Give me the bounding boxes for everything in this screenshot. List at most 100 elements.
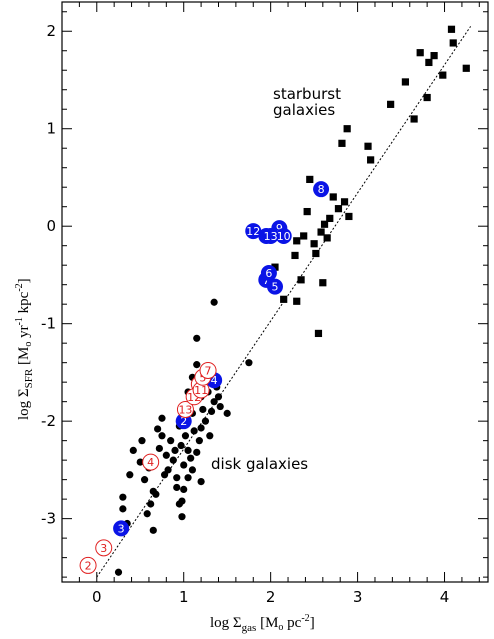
- starburst-galaxy-point: [312, 249, 320, 258]
- x-tick-label: 0: [92, 588, 102, 606]
- starburst-galaxy-point: [326, 214, 334, 223]
- labeled-points: 324765128910138234131211157: [79, 181, 330, 574]
- starburst-galaxy-point: [271, 263, 279, 271]
- labeled-point-number: 3: [118, 522, 125, 535]
- disk-galaxy-point: [119, 493, 127, 501]
- disk-galaxy-point: [167, 437, 175, 445]
- starburst-galaxy-point: [329, 193, 337, 201]
- x-axis-label-rest: [M: [256, 615, 278, 631]
- labeled-point-blue: [313, 181, 330, 198]
- starburst-galaxy-point: [425, 58, 433, 67]
- starburst-galaxy-point: [430, 52, 438, 60]
- starburst-galaxy-point: [410, 115, 418, 123]
- labeled-point-number: 2: [180, 415, 187, 428]
- x-tick-label: 4: [440, 588, 450, 606]
- disk-galaxy-point: [210, 398, 218, 406]
- starburst-galaxy-point: [297, 276, 305, 284]
- disk-galaxy-point: [181, 432, 190, 440]
- disk-galaxy-point: [223, 409, 231, 417]
- labeled-point-number: 12: [246, 225, 260, 238]
- disk-galaxy-point: [147, 500, 155, 508]
- disk-galaxy-point: [184, 446, 192, 455]
- y-axis-label-close: ]: [16, 278, 32, 283]
- labeled-point-red: [95, 539, 113, 557]
- disk-galaxy-point: [214, 393, 223, 401]
- labeled-point-blue: [275, 227, 292, 244]
- labeled-point-red: [79, 556, 97, 574]
- x-axis-label-sun: o: [278, 622, 283, 633]
- x-axis-label: log Σgas [Mo pc-2]: [210, 613, 315, 634]
- starburst-galaxy-point: [401, 78, 410, 86]
- starburst-galaxy-point: [291, 251, 299, 260]
- annotation-disk: disk galaxies: [211, 455, 308, 473]
- starburst-galaxy-point: [343, 125, 351, 133]
- starburst-galaxy-point: [345, 212, 353, 221]
- disk-galaxy-point: [119, 505, 127, 513]
- y-axis-label-sub: SFR: [23, 368, 35, 388]
- disk-galaxy-point: [187, 454, 195, 462]
- starburst-galaxy-point: [367, 156, 375, 164]
- labeled-point-number: 2: [85, 559, 92, 572]
- disk-galaxy-point: [173, 483, 181, 492]
- disk-galaxy-point: [197, 477, 205, 486]
- disk-galaxy-point: [184, 474, 192, 482]
- starburst-galaxy-point: [319, 279, 327, 287]
- y-tick-label: 0: [46, 217, 56, 235]
- disk-galaxy-point: [140, 476, 149, 484]
- disk-galaxy-point: [193, 448, 201, 456]
- disk-galaxy-point: [154, 425, 162, 433]
- disk-galaxy-point: [216, 402, 224, 411]
- labeled-point-blue: [267, 278, 283, 295]
- x-tick-label: 2: [266, 588, 276, 606]
- disk-galaxy-point: [193, 361, 201, 369]
- labeled-point-red: [199, 361, 217, 379]
- x-tick-label: 1: [179, 588, 189, 606]
- starburst-galaxy-point: [447, 25, 456, 33]
- y-axis-label: log ΣSFR [Mo yr-1 kpc-2]: [14, 278, 35, 420]
- starburst-galaxy-point: [280, 295, 288, 303]
- labeled-point-blue: [262, 227, 279, 244]
- disk-galaxy-point: [155, 444, 163, 453]
- disk-galaxy-point: [180, 461, 188, 469]
- disk-galaxy-point: [143, 510, 151, 518]
- disk-galaxy-point: [178, 513, 186, 521]
- starburst-galaxy-point: [449, 39, 457, 47]
- disk-galaxy-point: [158, 414, 166, 422]
- labeled-point-number: 4: [147, 456, 154, 469]
- y-tick-label: -3: [41, 510, 56, 528]
- y-tick-label: -1: [41, 315, 56, 333]
- starburst-galaxy-point: [334, 205, 343, 213]
- labeled-point-number: 13: [264, 230, 278, 243]
- labeled-point-number: 8: [318, 183, 325, 196]
- starburst-galaxy-point: [338, 139, 346, 147]
- disk-galaxy-point: [201, 417, 210, 425]
- disk-galaxy-point: [149, 526, 157, 534]
- disk-galaxy-point: [169, 456, 177, 464]
- starburst-galaxy-point: [293, 237, 301, 245]
- disk-galaxy-point: [190, 427, 198, 435]
- disk-galaxy-point: [177, 441, 185, 450]
- labeled-point-blue: [245, 223, 262, 240]
- y-axis-label-unit2: kpc: [16, 291, 32, 317]
- disk-galaxy-point: [210, 298, 218, 306]
- starburst-galaxy-point: [462, 64, 470, 72]
- disk-galaxy-point: [193, 334, 201, 342]
- y-axis-label-main: log Σ: [16, 388, 32, 420]
- starburst-galaxy-point: [306, 175, 314, 184]
- x-axis-label-close: ]: [310, 615, 315, 631]
- disk-galaxy-point: [207, 407, 216, 416]
- starburst-galaxy-point: [317, 228, 325, 236]
- y-axis-label-rest: [M: [16, 347, 32, 369]
- starburst-galaxy-point: [323, 234, 331, 242]
- labeled-point-number: 9: [276, 222, 283, 235]
- labeled-point-number: 5: [272, 281, 279, 294]
- x-tick-label: 3: [353, 588, 363, 606]
- starburst-galaxy-point: [320, 220, 329, 228]
- disk-galaxy-point: [195, 437, 203, 445]
- starburst-galaxy-point: [310, 240, 318, 248]
- disk-galaxy-point: [197, 424, 205, 432]
- labeled-point-blue: [113, 520, 130, 537]
- labeled-point-number: 13: [178, 403, 192, 416]
